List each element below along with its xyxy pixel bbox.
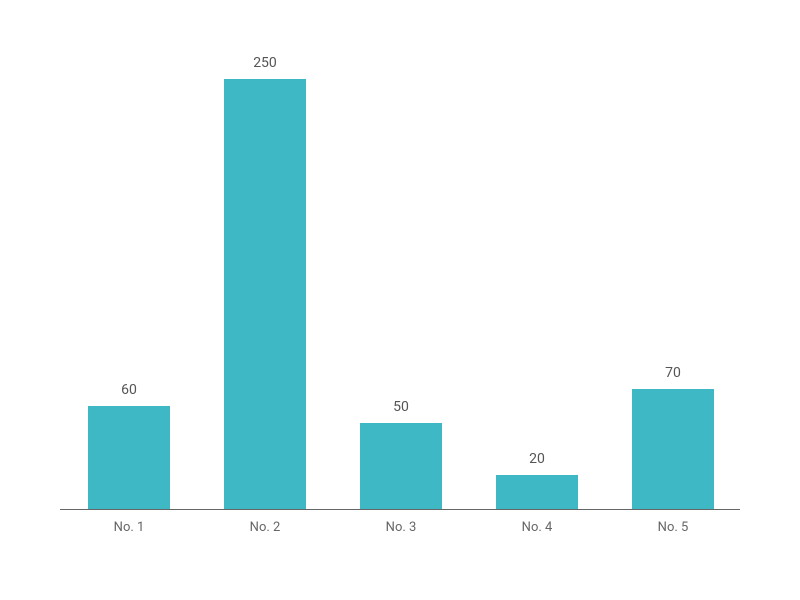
bar-2: 250 [224,79,306,509]
plot-area: 60 250 50 20 70 [60,50,740,510]
x-tick-4: No. 4 [496,520,578,535]
bar-label-1: 60 [88,382,170,398]
bar-5: 70 [632,389,714,509]
x-tick-1: No. 1 [88,520,170,535]
bar-label-5: 70 [632,365,714,381]
bar-3: 50 [360,423,442,509]
bar-label-4: 20 [496,451,578,467]
bar-label-2: 250 [224,55,306,71]
bar-label-3: 50 [360,399,442,415]
bar-4: 20 [496,475,578,509]
x-axis: No. 1 No. 2 No. 3 No. 4 No. 5 [60,510,740,540]
bar-chart: 60 250 50 20 70 No. 1 No. 2 No. 3 No. 4 … [60,50,740,540]
x-tick-2: No. 2 [224,520,306,535]
bar-1: 60 [88,406,170,509]
x-tick-5: No. 5 [632,520,714,535]
x-tick-3: No. 3 [360,520,442,535]
